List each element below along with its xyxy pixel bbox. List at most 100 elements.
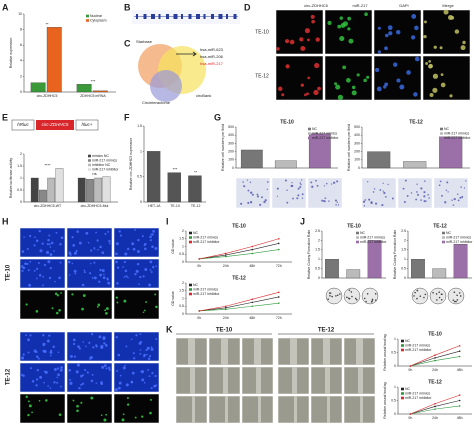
- cell: [89, 357, 91, 360]
- cell: [300, 83, 304, 87]
- legend-swatch: [189, 236, 192, 239]
- cell: [31, 379, 35, 383]
- legend-swatch: [401, 387, 404, 391]
- legend-swatch: [189, 288, 192, 291]
- cell: [52, 345, 55, 349]
- panel-label: J: [300, 216, 305, 226]
- cell: [104, 232, 107, 236]
- cell: [39, 375, 43, 379]
- micrograph: [373, 55, 422, 101]
- cell: [105, 413, 107, 416]
- cell: [35, 310, 39, 313]
- cell: [43, 263, 47, 267]
- cell: [439, 180, 442, 183]
- cell: [314, 62, 320, 69]
- x-tick-label: TE-10: [170, 204, 180, 208]
- series-line: [199, 249, 279, 260]
- cell: [130, 338, 133, 341]
- venn-label: Starbase: [136, 39, 153, 44]
- legend-label: miR-217 inhibitor: [446, 240, 473, 244]
- cell: [93, 276, 97, 280]
- cell: [91, 332, 94, 336]
- legend-label: mimics NC: [92, 154, 109, 158]
- cell: [147, 369, 150, 371]
- cell: [145, 301, 147, 303]
- cell: [71, 236, 74, 239]
- cell: [337, 204, 340, 206]
- cell: [126, 403, 130, 406]
- cell: [376, 86, 382, 92]
- cell: [123, 260, 126, 264]
- cell: [346, 77, 351, 83]
- cell: [96, 305, 99, 308]
- cell: [49, 354, 52, 357]
- colony: [331, 295, 333, 298]
- cell: [125, 345, 128, 348]
- cell: [98, 335, 102, 339]
- cell: [428, 197, 430, 199]
- legend-label: miR-217 inhibitor: [360, 240, 387, 244]
- legend-label: miR-217 mimics: [360, 235, 385, 239]
- legend-swatch: [401, 339, 404, 343]
- cell: [383, 191, 386, 195]
- cell: [300, 179, 303, 181]
- x-tick-label: 0h: [197, 316, 201, 320]
- cell: [384, 46, 388, 51]
- cell: [89, 262, 92, 265]
- cell: [149, 398, 153, 401]
- y-tick-label: 400: [228, 133, 234, 137]
- cell: [105, 307, 109, 310]
- y-tick-label: 2: [20, 152, 22, 156]
- mirna: hsa-miR-623: [200, 47, 224, 52]
- cell: [286, 201, 289, 204]
- cell: [31, 411, 33, 414]
- cell: [20, 373, 24, 376]
- cell: [51, 307, 54, 310]
- cell: [25, 395, 28, 399]
- row-label: TE-10: [6, 264, 12, 281]
- x-tick-label: 0h: [197, 264, 201, 268]
- cell: [256, 195, 259, 198]
- cell: [425, 62, 429, 65]
- cell: [131, 371, 135, 375]
- cell: [240, 202, 243, 205]
- bar: [411, 259, 425, 279]
- y-tick-label: 1: [182, 296, 184, 300]
- cell: [325, 182, 328, 185]
- legend-swatch: [88, 154, 91, 158]
- cell: [89, 272, 92, 275]
- colony: [416, 297, 418, 300]
- cell: [58, 309, 61, 312]
- cell: [101, 269, 105, 273]
- cell: [85, 345, 87, 348]
- cell: [34, 236, 36, 239]
- y-tick-label: 10: [18, 12, 22, 16]
- micrograph: [175, 395, 208, 424]
- colony: [338, 293, 341, 295]
- cell: [115, 296, 118, 299]
- cell: [291, 181, 293, 184]
- cell: [70, 355, 73, 358]
- cell: [148, 375, 151, 378]
- y-tick-label: 100: [228, 158, 234, 162]
- cell: [33, 349, 37, 353]
- micrograph: [307, 177, 343, 209]
- colony: [365, 300, 367, 303]
- colony: [366, 292, 369, 295]
- cell: [154, 246, 158, 250]
- cell: [28, 404, 32, 408]
- cell: [143, 309, 146, 312]
- y-tick-label: 0.5: [315, 267, 320, 271]
- y-tick-label: 0: [358, 166, 360, 170]
- legend-label: miR-217 mimics: [92, 158, 117, 162]
- cell: [247, 201, 250, 204]
- cell: [37, 357, 40, 360]
- cell: [140, 370, 143, 373]
- colony: [456, 299, 459, 301]
- cell: [334, 82, 338, 86]
- wound-gap: [258, 396, 261, 423]
- cell: [101, 251, 105, 255]
- y-tick-label: 200: [354, 150, 360, 154]
- cell: [148, 283, 152, 287]
- y-tick-label: 1: [394, 385, 396, 389]
